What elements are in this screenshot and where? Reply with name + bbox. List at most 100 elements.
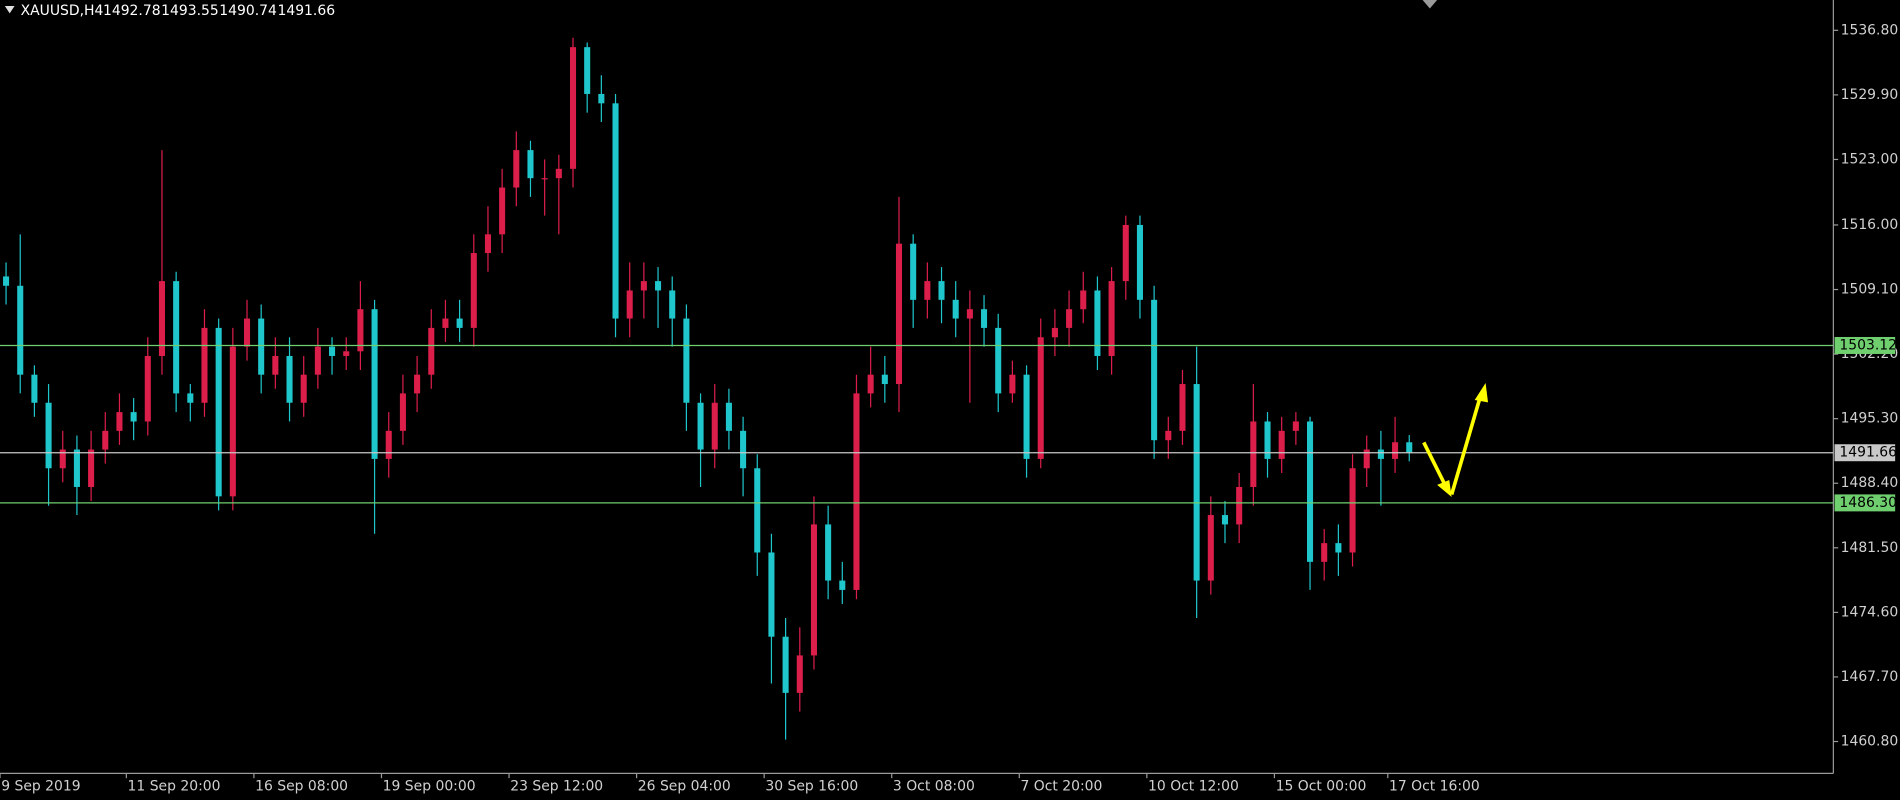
candle-body xyxy=(626,290,633,319)
arrow-head-up xyxy=(1474,383,1489,403)
candle-body xyxy=(470,253,477,328)
candle-body xyxy=(1392,442,1399,459)
candle-body xyxy=(555,168,562,179)
candle-body xyxy=(768,552,775,637)
candle-body xyxy=(1335,543,1342,553)
arrow-up xyxy=(1449,394,1483,496)
candle-body xyxy=(1349,468,1356,553)
candle-body xyxy=(1278,430,1285,459)
candle-body xyxy=(201,327,208,403)
y-tick-label: 1474.60 xyxy=(1841,604,1899,620)
candle-body xyxy=(1292,421,1299,431)
candle-body xyxy=(1193,384,1200,581)
x-tick-label: 16 Sep 08:00 xyxy=(255,779,348,795)
candle-body xyxy=(598,93,605,104)
candle-body xyxy=(1037,337,1044,459)
candle-body xyxy=(399,393,406,431)
x-tick-label: 23 Sep 12:00 xyxy=(510,779,603,795)
candle-body xyxy=(640,281,647,291)
candle-body xyxy=(1066,309,1073,328)
candle-body xyxy=(839,580,846,590)
candle-body xyxy=(144,355,151,422)
candle-body xyxy=(314,346,321,375)
candle-body xyxy=(243,318,251,347)
candle-body xyxy=(796,655,803,693)
candle-body xyxy=(1221,515,1229,525)
candle-body xyxy=(952,299,959,319)
candle-body xyxy=(442,318,449,328)
candle-body xyxy=(385,430,392,459)
candle-body xyxy=(343,351,350,356)
x-tick-label: 9 Sep 2019 xyxy=(1,779,80,795)
x-tick-label: 10 Oct 12:00 xyxy=(1148,779,1239,795)
candle-body xyxy=(1321,543,1328,562)
candle-body xyxy=(1377,449,1384,459)
candle-body xyxy=(17,285,24,375)
y-tick-label: 1529.90 xyxy=(1841,87,1899,103)
x-tick-label: 15 Oct 00:00 xyxy=(1276,779,1367,795)
price-level-tag xyxy=(1834,494,1896,512)
candle-body xyxy=(73,449,80,487)
candle-body xyxy=(414,374,421,394)
candle-body xyxy=(484,234,491,254)
ohlc-close: 1491.66 xyxy=(277,3,335,19)
y-tick-label: 1523.00 xyxy=(1841,151,1899,167)
candle-body xyxy=(1236,486,1243,525)
candle-body xyxy=(513,150,520,188)
candle-body xyxy=(173,281,180,394)
candle-body xyxy=(782,636,789,693)
y-tick-label: 1488.40 xyxy=(1841,475,1899,491)
candle-body xyxy=(740,430,747,469)
x-tick-label: 26 Sep 04:00 xyxy=(638,779,731,795)
candle-body xyxy=(1122,224,1129,282)
price-level-tag xyxy=(1834,444,1896,462)
candle-body xyxy=(669,290,676,319)
price-level-label: 1486.30 xyxy=(1839,495,1897,511)
y-tick-label: 1509.10 xyxy=(1841,282,1899,298)
candle-body xyxy=(1363,449,1370,469)
candle-body xyxy=(853,393,860,590)
y-tick-label: 1460.80 xyxy=(1841,734,1899,750)
candle-body xyxy=(1207,515,1214,581)
x-tick-label: 19 Sep 00:00 xyxy=(383,779,476,795)
candle-body xyxy=(371,309,378,459)
x-tick-label: 11 Sep 20:00 xyxy=(128,779,221,795)
candle-body xyxy=(655,281,662,291)
x-tick-label: 17 Oct 16:00 xyxy=(1389,779,1480,795)
candle-body xyxy=(810,524,817,656)
candle-body xyxy=(116,412,123,431)
candle-body xyxy=(258,318,265,375)
candle-body xyxy=(286,355,293,403)
candle-body xyxy=(1080,290,1087,310)
candle-body xyxy=(1264,421,1271,459)
candle-body xyxy=(1250,421,1257,487)
candle-body xyxy=(527,150,534,179)
candle-body xyxy=(102,430,109,450)
candle-body xyxy=(981,309,988,328)
ohlc-low: 1490.74 xyxy=(219,3,277,19)
candle-body xyxy=(3,276,10,286)
candle-body xyxy=(272,355,279,375)
candle-body xyxy=(924,281,931,300)
candle-body xyxy=(329,346,336,356)
candle-body xyxy=(825,524,832,581)
x-tick-label: 30 Sep 16:00 xyxy=(765,779,858,795)
candle-body xyxy=(584,47,591,94)
candle-body xyxy=(541,178,548,180)
arrow-head-down xyxy=(1437,480,1452,497)
candle-body xyxy=(910,243,917,300)
annotation-arrows xyxy=(1422,383,1489,497)
candle-body xyxy=(1094,290,1101,356)
candle-body xyxy=(1136,224,1143,300)
candle-body xyxy=(966,309,973,319)
shift-marker xyxy=(1422,0,1438,9)
candle-body xyxy=(754,468,761,553)
candle-body xyxy=(867,374,874,394)
menu-arrow xyxy=(4,6,15,14)
candle-body xyxy=(88,449,95,487)
candle-body xyxy=(683,318,690,403)
candle-body xyxy=(725,402,732,431)
candle-body xyxy=(229,346,236,497)
